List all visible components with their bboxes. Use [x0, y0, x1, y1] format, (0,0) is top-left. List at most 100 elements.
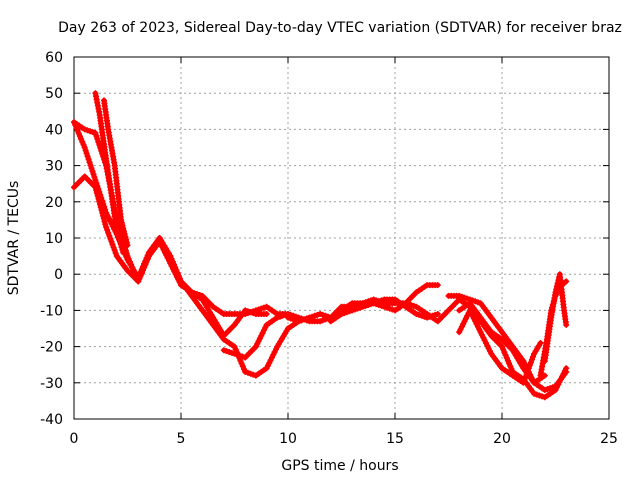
- data-point: [520, 379, 527, 386]
- data-point: [86, 159, 93, 166]
- data-point: [88, 165, 95, 172]
- data-point: [94, 135, 101, 142]
- data-point: [244, 369, 251, 376]
- data-point: [106, 232, 113, 239]
- y-tick-label: -10: [40, 303, 63, 319]
- data-point: [85, 156, 92, 163]
- data-point: [502, 352, 509, 358]
- data-point: [100, 212, 106, 219]
- data-point: [231, 343, 238, 350]
- y-tick-label: 10: [45, 231, 63, 247]
- data-point: [143, 258, 150, 265]
- y-tick-label: -30: [40, 376, 63, 392]
- data-point: [508, 366, 515, 373]
- series-track-10: [456, 300, 548, 386]
- data-point: [169, 258, 176, 265]
- data-point: [136, 275, 143, 282]
- data-point: [112, 250, 119, 257]
- data-point: [550, 298, 557, 305]
- data-point: [89, 168, 96, 175]
- data-point: [92, 184, 99, 191]
- data-point: [96, 141, 103, 148]
- data-point: [501, 349, 508, 356]
- data-point: [123, 236, 130, 243]
- data-point: [563, 321, 570, 328]
- data-point: [142, 261, 149, 268]
- y-tick-label: 60: [45, 50, 63, 66]
- y-tick-label: 0: [54, 267, 63, 283]
- data-point: [530, 353, 536, 360]
- data-point: [434, 282, 441, 289]
- data-point: [90, 171, 97, 178]
- data-point: [237, 357, 244, 364]
- data-point: [101, 218, 108, 225]
- data-point: [503, 354, 510, 361]
- y-tick-label: 30: [45, 159, 63, 175]
- data-point: [529, 356, 535, 363]
- data-point: [79, 138, 86, 145]
- data-point: [167, 253, 174, 260]
- x-tick-label: 25: [600, 431, 618, 447]
- data-point: [141, 264, 148, 271]
- data-point: [105, 229, 112, 236]
- data-point: [118, 216, 125, 223]
- x-tick-label: 20: [493, 431, 511, 447]
- series-track-4: [92, 90, 127, 256]
- x-tick-label: 0: [70, 431, 79, 447]
- data-point: [83, 150, 90, 157]
- x-axis-label: GPS time / hours: [281, 458, 398, 474]
- data-point: [91, 174, 98, 181]
- data-point: [138, 270, 145, 276]
- data-point: [524, 368, 531, 375]
- series-track-8: [327, 296, 441, 325]
- data-point: [500, 346, 507, 353]
- data-point: [563, 278, 570, 285]
- data-point: [93, 133, 100, 139]
- y-tick-label: 50: [45, 86, 63, 102]
- data-point: [239, 363, 246, 370]
- data-point: [100, 215, 107, 222]
- data-point: [120, 225, 127, 232]
- y-tick-label: -20: [40, 340, 63, 356]
- data-point: [499, 343, 505, 350]
- data-point: [507, 363, 514, 370]
- data-point: [107, 235, 114, 242]
- data-point: [121, 231, 128, 237]
- data-point: [78, 136, 85, 143]
- series-track-5: [101, 97, 131, 249]
- data-point: [434, 311, 441, 317]
- data-point: [123, 253, 130, 260]
- data-point: [111, 247, 118, 254]
- chart-title: Day 263 of 2023, Sidereal Day-to-day VTE…: [58, 20, 622, 36]
- data-point: [94, 192, 101, 199]
- data-point: [75, 130, 82, 137]
- data-point: [522, 374, 529, 380]
- data-point: [72, 122, 79, 128]
- data-point: [104, 227, 111, 233]
- data-point: [168, 255, 175, 262]
- data-point: [137, 272, 144, 279]
- ticks: 0 5 10 15 20 25 -40 -30 -20 -10 0 10 20 30 40 50 60: [40, 50, 618, 447]
- data-point: [244, 308, 251, 315]
- data-point: [120, 249, 127, 256]
- data-point: [124, 242, 131, 249]
- data-point: [108, 238, 115, 245]
- data-point: [549, 301, 556, 308]
- data-point: [172, 264, 179, 271]
- data-point: [523, 371, 530, 378]
- data-series: [71, 90, 570, 401]
- data-point: [527, 359, 534, 366]
- data-point: [548, 307, 555, 314]
- data-point: [525, 365, 532, 372]
- data-point: [506, 360, 513, 367]
- data-point: [140, 267, 146, 274]
- data-point: [93, 187, 100, 194]
- data-point: [173, 267, 180, 274]
- data-point: [175, 272, 182, 279]
- x-tick-label: 5: [177, 431, 186, 447]
- data-point: [144, 255, 151, 262]
- data-point: [135, 278, 142, 285]
- data-point: [89, 129, 96, 136]
